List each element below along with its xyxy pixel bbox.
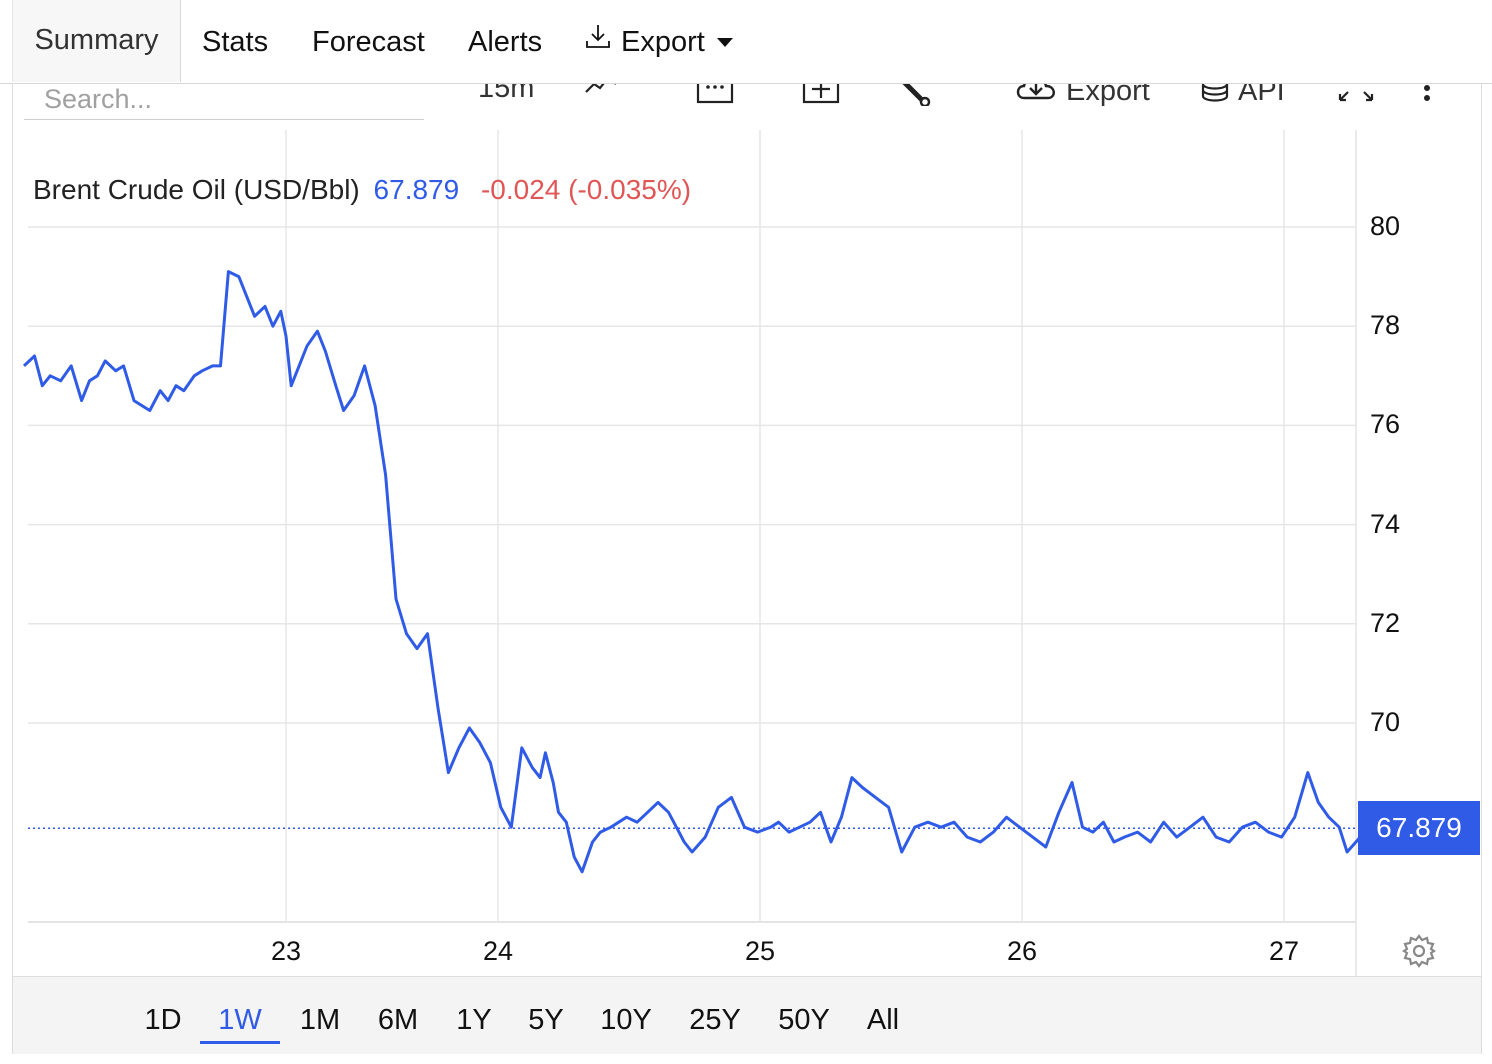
chart-legend: Brent Crude Oil (USD/Bbl) 67.879 -0.024 …: [33, 174, 691, 206]
x-tick-label: 25: [744, 936, 776, 966]
range-all-button[interactable]: All: [866, 1004, 900, 1036]
range-25y-button[interactable]: 25Y: [689, 1004, 741, 1036]
wrench-icon[interactable]: [896, 84, 934, 106]
legend-change: -0.024 (-0.035%): [480, 174, 692, 205]
y-tick-label: 74: [1370, 508, 1401, 539]
y-tick-label: 70: [1370, 707, 1401, 737]
range-50y-button[interactable]: 50Y: [778, 1004, 830, 1036]
y-tick-label: 78: [1370, 310, 1401, 341]
chart-toolbar: 15m Export API: [430, 84, 1480, 112]
range-10y-button[interactable]: 10Y: [600, 1004, 652, 1036]
toolbar-export-button[interactable]: Export: [1014, 84, 1150, 112]
plus-box-icon[interactable]: [802, 84, 840, 106]
x-tick-label: 27: [1268, 936, 1300, 966]
y-tick-label: 72: [1370, 607, 1401, 638]
x-tick-label: 26: [1006, 936, 1038, 966]
tab-export-dropdown[interactable]: Export: [583, 0, 733, 84]
cloud-download-icon: [1014, 84, 1058, 112]
api-label: API: [1238, 84, 1285, 107]
legend-price: 67.879: [373, 174, 460, 205]
range-1y-button[interactable]: 1Y: [456, 1004, 492, 1036]
gear-icon[interactable]: [1402, 934, 1436, 968]
tab-bar: Summary Stats Forecast Alerts Export: [0, 0, 1492, 84]
tab-export-label: Export: [621, 26, 705, 58]
search-input[interactable]: [24, 80, 424, 120]
x-tick-label: 23: [270, 936, 302, 966]
calendar-icon[interactable]: [696, 84, 734, 106]
tab-stats[interactable]: Stats: [202, 26, 269, 58]
database-icon: [1200, 84, 1230, 112]
download-icon: [583, 0, 613, 84]
range-1d-button[interactable]: 1D: [144, 1004, 182, 1036]
instrument-name: Brent Crude Oil (USD/Bbl): [33, 174, 360, 205]
toolbar-export-label: Export: [1066, 84, 1150, 107]
range-1m-button[interactable]: 1M: [299, 1004, 341, 1036]
current-price-tag: 67.879: [1358, 801, 1480, 856]
x-tick-label: 24: [482, 936, 514, 966]
y-tick-label: 76: [1370, 409, 1401, 440]
y-tick-label: 80: [1370, 211, 1401, 241]
range-5y-button[interactable]: 5Y: [528, 1004, 564, 1036]
interval-selector[interactable]: 15m: [478, 84, 535, 104]
range-1w-button[interactable]: 1W: [200, 998, 280, 1044]
chevron-down-icon: [716, 37, 733, 47]
more-vertical-icon[interactable]: [1422, 84, 1432, 108]
api-button[interactable]: API: [1200, 84, 1285, 112]
expand-icon[interactable]: [1336, 84, 1376, 104]
tab-summary[interactable]: Summary: [12, 0, 181, 82]
tab-forecast[interactable]: Forecast: [312, 26, 425, 58]
line-chart-icon[interactable]: [584, 84, 618, 102]
tab-alerts[interactable]: Alerts: [468, 26, 543, 58]
price-series-line: [22, 270, 1387, 874]
range-6m-button[interactable]: 6M: [377, 1004, 419, 1036]
